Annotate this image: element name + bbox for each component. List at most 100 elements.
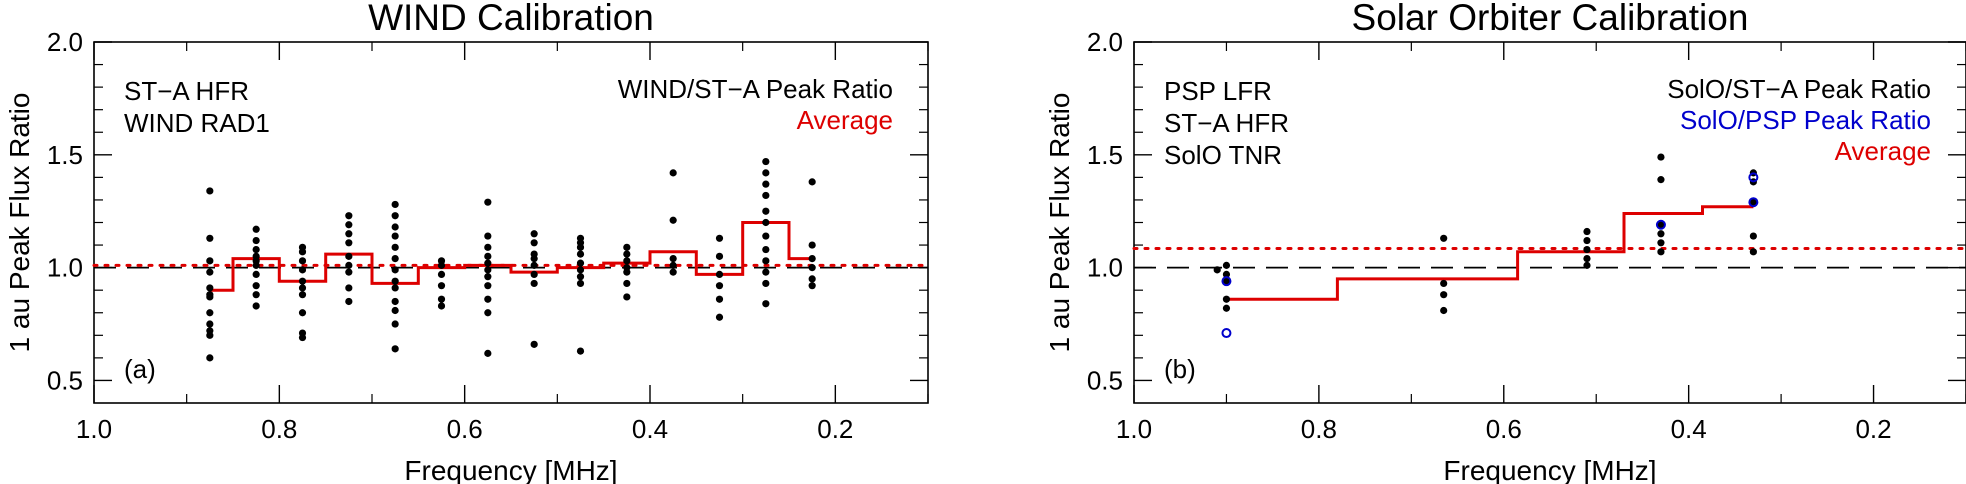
data-point: [1583, 227, 1591, 236]
x-tick-label: 0.6: [1486, 414, 1522, 444]
y-tick-label: 0.5: [47, 365, 83, 395]
data-point: [715, 295, 724, 303]
data-point: [669, 255, 677, 263]
data-point: [762, 268, 770, 276]
data-point: [252, 291, 260, 299]
data-point: [391, 200, 399, 209]
wind-calibration-panel: WIND Calibration 1.0 0.8 0.6 0.4 0.2 0.5 1.0 1.5…: [4, 0, 930, 484]
data-point: [623, 243, 631, 251]
data-point: [391, 345, 399, 353]
data-point: [252, 302, 260, 310]
data-point: [623, 250, 631, 258]
data-point: [808, 275, 816, 283]
data-point: [206, 327, 214, 335]
data-point: [762, 180, 770, 188]
data-point: [1440, 291, 1448, 299]
data-point: [669, 261, 677, 269]
data-point: [530, 230, 538, 238]
legend-label: Average: [797, 105, 893, 135]
data-point: [1657, 248, 1665, 256]
data-point: [345, 221, 353, 229]
data-point: [576, 273, 585, 281]
average-step-line: [1226, 205, 1754, 301]
psp-data-point: [1221, 276, 1232, 287]
data-point: [391, 297, 399, 306]
x-tick-label: 0.8: [1301, 414, 1337, 444]
data-point: [298, 277, 307, 285]
data-point: [484, 349, 492, 357]
data-point: [762, 232, 770, 240]
y-tick-label: 1.0: [47, 253, 83, 283]
instrument-label: WIND RAD1: [124, 108, 270, 138]
x-tick-label: 0.4: [1671, 414, 1707, 444]
data-point: [437, 257, 446, 265]
panel-label: (a): [124, 354, 156, 384]
data-point: [1657, 153, 1665, 161]
data-point: [715, 313, 724, 321]
instrument-label: PSP LFR: [1164, 76, 1272, 106]
data-point: [530, 239, 538, 247]
data-point: [762, 257, 770, 265]
data-point: [530, 340, 538, 348]
psp-data-point: [1221, 328, 1232, 339]
legend-label: Average: [1835, 136, 1931, 166]
data-point: [391, 223, 399, 231]
x-tick-label: 0.8: [261, 414, 297, 444]
data-point: [391, 255, 399, 263]
data-point: [298, 309, 307, 317]
data-point: [437, 282, 446, 290]
data-point: [715, 270, 724, 278]
data-point: [206, 354, 214, 362]
data-point: [808, 178, 816, 186]
data-point: [530, 261, 538, 269]
data-point: [298, 257, 307, 265]
data-point: [345, 239, 353, 247]
data-point: [669, 268, 677, 276]
data-point: [206, 291, 214, 299]
data-point: [437, 302, 446, 310]
data-point: [1657, 176, 1665, 184]
data-point: [576, 259, 585, 267]
data-point: [391, 266, 399, 274]
data-point: [484, 309, 492, 317]
data-point: [1440, 279, 1448, 288]
data-point: [298, 284, 307, 292]
data-point: [298, 243, 307, 251]
x-tick-label: 1.0: [1116, 414, 1152, 444]
y-tick-label: 2.0: [47, 27, 83, 57]
data-point: [1657, 239, 1665, 247]
data-point: [391, 284, 399, 292]
y-tick-label: 2.0: [1087, 27, 1123, 57]
data-point: [1440, 306, 1448, 315]
data-point: [1222, 270, 1231, 278]
data-point: [206, 309, 214, 317]
data-point: [715, 282, 724, 290]
data-point: [298, 329, 307, 337]
data-point: [298, 291, 307, 299]
data-point: [206, 268, 214, 276]
data-point: [1213, 266, 1221, 274]
data-point: [762, 245, 770, 254]
data-point: [576, 347, 585, 355]
data-point: [252, 245, 260, 254]
data-point: [391, 306, 399, 315]
data-point: [484, 266, 492, 274]
x-tick-label: 0.6: [447, 414, 483, 444]
legend-label: SolO/ST−A Peak Ratio: [1667, 74, 1931, 104]
psp-data-point: [1748, 172, 1759, 183]
data-point: [623, 257, 631, 265]
data-point: [252, 282, 260, 290]
data-point: [484, 198, 492, 206]
data-point: [1749, 198, 1757, 206]
data-point: [623, 264, 631, 272]
chart-title: WIND Calibration: [368, 0, 654, 38]
instrument-label: ST−A HFR: [124, 76, 249, 106]
data-point: [345, 268, 353, 276]
panel-label: (b): [1164, 354, 1196, 384]
data-point: [762, 191, 770, 200]
data-point: [576, 279, 585, 288]
psp-data-point: [1748, 197, 1759, 208]
data-point: [762, 207, 770, 215]
data-point: [1222, 277, 1231, 285]
